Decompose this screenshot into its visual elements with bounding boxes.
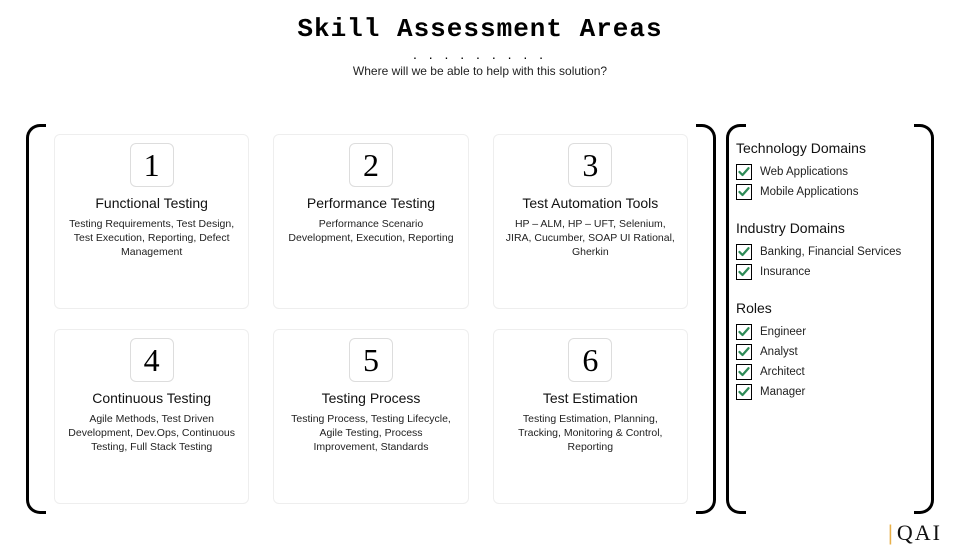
card-number: 5: [349, 338, 393, 382]
card-desc: Agile Methods, Test Driven Development, …: [65, 412, 238, 455]
role-item: Manager: [736, 384, 930, 400]
content-area: 1 Functional Testing Testing Requirement…: [30, 124, 930, 514]
cards-grid: 1 Functional Testing Testing Requirement…: [54, 134, 688, 504]
page-title: Skill Assessment Areas: [0, 14, 960, 44]
card-test-estimation: 6 Test Estimation Testing Estimation, Pl…: [493, 329, 688, 504]
industry-domain-item: Banking, Financial Services: [736, 244, 930, 260]
bracket-left-side: [726, 124, 746, 514]
brand-logo: |QAI: [888, 520, 942, 546]
bracket-left-main: [26, 124, 46, 514]
card-desc: Testing Requirements, Test Design, Test …: [65, 217, 238, 260]
brand-bar: |: [888, 520, 895, 545]
tech-domain-label: Web Applications: [760, 166, 848, 178]
tech-domains-heading: Technology Domains: [736, 140, 930, 156]
check-icon: [736, 264, 752, 280]
card-number: 6: [568, 338, 612, 382]
page-subtitle: Where will we be able to help with this …: [0, 64, 960, 78]
card-title: Performance Testing: [307, 195, 435, 211]
role-label: Analyst: [760, 346, 798, 358]
check-icon: [736, 244, 752, 260]
card-number: 2: [349, 143, 393, 187]
role-label: Manager: [760, 386, 805, 398]
card-number: 1: [130, 143, 174, 187]
card-performance-testing: 2 Performance Testing Performance Scenar…: [273, 134, 468, 309]
card-title: Test Estimation: [543, 390, 638, 406]
card-testing-process: 5 Testing Process Testing Process, Testi…: [273, 329, 468, 504]
bracket-right-side: [914, 124, 934, 514]
check-icon: [736, 164, 752, 180]
card-desc: Testing Estimation, Planning, Tracking, …: [504, 412, 677, 455]
card-title: Test Automation Tools: [522, 195, 658, 211]
industry-domain-label: Banking, Financial Services: [760, 246, 901, 258]
main-panel: 1 Functional Testing Testing Requirement…: [30, 124, 712, 514]
industry-domains-heading: Industry Domains: [736, 220, 930, 236]
card-desc: Testing Process, Testing Lifecycle, Agil…: [284, 412, 457, 455]
card-number: 3: [568, 143, 612, 187]
card-functional-testing: 1 Functional Testing Testing Requirement…: [54, 134, 249, 309]
card-desc: HP – ALM, HP – UFT, Selenium, JIRA, Cucu…: [504, 217, 677, 260]
role-label: Engineer: [760, 326, 806, 338]
bracket-right-main: [696, 124, 716, 514]
card-number: 4: [130, 338, 174, 382]
check-icon: [736, 384, 752, 400]
card-title: Continuous Testing: [92, 390, 211, 406]
title-underline-dots: . . . . . . . . .: [0, 46, 960, 62]
industry-domain-item: Insurance: [736, 264, 930, 280]
card-title: Functional Testing: [95, 195, 208, 211]
check-icon: [736, 344, 752, 360]
card-desc: Performance Scenario Development, Execut…: [284, 217, 457, 245]
brand-text: QAI: [897, 520, 942, 545]
role-item: Analyst: [736, 344, 930, 360]
check-icon: [736, 184, 752, 200]
check-icon: [736, 324, 752, 340]
card-title: Testing Process: [322, 390, 421, 406]
role-label: Architect: [760, 366, 805, 378]
tech-domain-item: Mobile Applications: [736, 184, 930, 200]
side-panel: Technology Domains Web Applications Mobi…: [730, 124, 930, 514]
tech-domain-label: Mobile Applications: [760, 186, 858, 198]
industry-domain-label: Insurance: [760, 266, 811, 278]
card-test-automation-tools: 3 Test Automation Tools HP – ALM, HP – U…: [493, 134, 688, 309]
check-icon: [736, 364, 752, 380]
roles-heading: Roles: [736, 300, 930, 316]
card-continuous-testing: 4 Continuous Testing Agile Methods, Test…: [54, 329, 249, 504]
role-item: Engineer: [736, 324, 930, 340]
role-item: Architect: [736, 364, 930, 380]
tech-domain-item: Web Applications: [736, 164, 930, 180]
